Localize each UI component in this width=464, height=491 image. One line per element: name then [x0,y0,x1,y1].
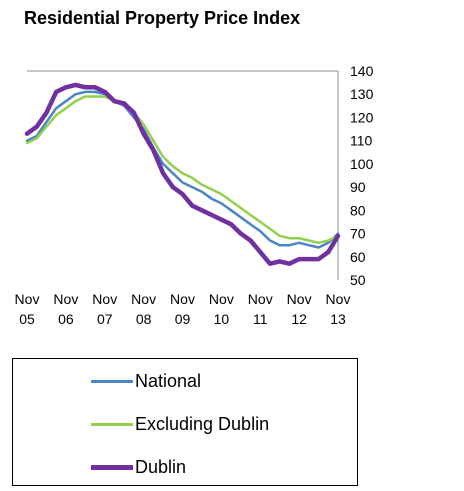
x-tick-label-month: Nov [209,291,234,307]
y-tick-label: 80 [350,202,366,218]
y-tick-label: 110 [350,133,373,149]
legend-item-dublin: Dublin [91,455,186,479]
x-tick-label-month: Nov [287,291,312,307]
x-tick-label-year: 10 [214,311,230,327]
series-line-excluding-dublin [25,95,340,245]
x-tick-label-year: 12 [291,311,307,327]
legend-swatch-national [91,379,133,383]
x-tick-label-year: 07 [97,311,113,327]
legend-label-excluding-dublin: Excluding Dublin [135,413,270,434]
x-tick-label-year: 11 [253,311,268,327]
legend-label-national: National [135,370,202,391]
x-tick-label-year: 06 [58,311,74,327]
x-tick-label-month: Nov [53,291,78,307]
legend-item-excluding-dublin: Excluding Dublin [91,412,269,436]
x-tick-label-year: 09 [175,311,191,327]
x-tick-label-year: 08 [136,311,152,327]
y-tick-label: 70 [350,226,366,242]
x-tick-labels: Nov 05 Nov 06 Nov 07 Nov 08 Nov 09 Nov 10 Nov 11 Nov 12… [15,291,351,327]
legend-swatch-dublin [91,464,133,470]
series-line-national [25,90,340,249]
chart-title: Residential Property Price Index [24,8,301,28]
x-tick-label-month: Nov [92,291,117,307]
y-tick-label: 100 [350,156,374,172]
x-tick-label-month: Nov [170,291,195,307]
legend-label-dublin: Dublin [135,456,187,477]
x-tick-label-year: 13 [330,311,346,327]
x-tick-label-month: Nov [326,291,351,307]
x-tick-label-year: 05 [19,311,35,327]
legend: National Excluding Dublin Dublin [12,358,358,486]
y-tick-label: 90 [350,179,366,195]
x-tick-label-month: Nov [15,291,40,307]
y-tick-label: 50 [350,272,366,288]
y-tick-label: 60 [350,249,366,265]
series-line-dublin [24,82,341,266]
x-tick-label-month: Nov [248,291,273,307]
x-tick-label-month: Nov [131,291,156,307]
y-tick-label: 120 [350,109,374,125]
y-tick-labels: 50 60 70 80 90 100 110 120 130 140 [350,63,374,288]
y-tick-label: 130 [350,86,374,102]
y-tick-label: 140 [350,63,374,79]
legend-item-national: National [91,369,201,393]
series-layer [24,82,341,266]
legend-swatch-excluding-dublin [91,422,133,426]
